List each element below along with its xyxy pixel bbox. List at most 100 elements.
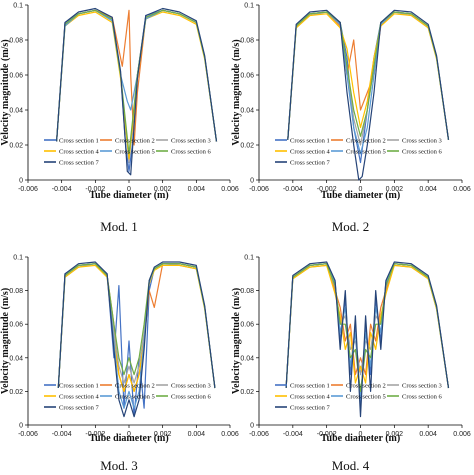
- series-line: [285, 261, 450, 418]
- x-tick-label: 0.002: [154, 431, 172, 438]
- panel-caption: Mod. 1: [100, 219, 138, 234]
- legend-label: Cross section 3: [402, 382, 442, 389]
- series-line: [57, 261, 216, 418]
- x-tick-label: -0.004: [52, 186, 72, 193]
- x-tick-label: -0.004: [52, 431, 72, 438]
- y-tick-label: 0: [19, 178, 23, 185]
- y-tick-label: 0.08: [9, 288, 23, 295]
- legend-label: Cross section 4: [59, 393, 99, 400]
- y-tick-label: 0.04: [9, 108, 23, 115]
- y-tick-label: 0.02: [9, 389, 23, 396]
- series-line: [57, 263, 216, 389]
- series-line: [57, 264, 216, 392]
- x-tick-label: -0.006: [249, 186, 269, 193]
- x-tick-label: -0.002: [317, 431, 337, 438]
- legend-label: Cross section 5: [346, 393, 386, 400]
- y-tick-label: 0.1: [13, 3, 23, 10]
- x-tick-label: 0: [359, 431, 363, 438]
- x-axis-title: Tube diameter (m): [321, 190, 400, 201]
- legend-label: Cross section 7: [59, 159, 99, 166]
- legend-label: Cross section 1: [59, 137, 99, 144]
- panel-caption: Mod. 2: [332, 219, 370, 234]
- series-line: [287, 9, 450, 181]
- series-line: [287, 11, 450, 140]
- x-tick-label: -0.006: [18, 431, 38, 438]
- series-line: [56, 9, 218, 155]
- x-tick-label: -0.002: [85, 186, 105, 193]
- y-axis-title: Velocity magnitude (m/s): [0, 288, 11, 394]
- x-axis-title: Tube diameter (m): [89, 433, 168, 444]
- y-tick-label: 0.1: [13, 255, 23, 262]
- legend-label: Cross section 4: [290, 148, 330, 155]
- x-tick-label: 0: [359, 186, 363, 193]
- x-axis-title: Tube diameter (m): [321, 433, 400, 444]
- x-tick-label: -0.004: [283, 431, 303, 438]
- legend-label: Cross section 2: [346, 137, 386, 144]
- x-tick-label: -0.004: [283, 186, 303, 193]
- y-tick-label: 0.08: [240, 288, 254, 295]
- legend-label: Cross section 7: [290, 159, 330, 166]
- x-tick-label: 0.002: [386, 431, 404, 438]
- y-tick-label: 0.08: [9, 38, 23, 45]
- series-line: [57, 263, 216, 392]
- legend-label: Cross section 1: [290, 137, 330, 144]
- x-tick-label: -0.002: [317, 186, 337, 193]
- series-line: [56, 9, 218, 142]
- y-tick-label: 0.02: [240, 389, 254, 396]
- y-tick-label: 0.04: [240, 108, 254, 115]
- legend-label: Cross section 1: [290, 382, 330, 389]
- panel-caption: Mod. 4: [332, 458, 370, 473]
- x-tick-label: 0: [127, 186, 131, 193]
- legend-label: Cross section 7: [59, 404, 99, 411]
- chart-panel: 0 0.02 0.04 0.06 0.08 0.1 -0.006 -0.004 -0.002 0 0…: [231, 255, 471, 474]
- y-tick-label: 0.06: [9, 73, 23, 80]
- legend-label: Cross section 4: [290, 393, 330, 400]
- y-tick-label: 0.1: [244, 255, 254, 262]
- panel-caption: Mod. 3: [100, 458, 138, 473]
- legend-label: Cross section 5: [115, 148, 155, 155]
- series-line: [56, 7, 218, 176]
- x-tick-label: 0.006: [453, 186, 471, 193]
- x-tick-label: 0.002: [386, 186, 404, 193]
- chart-panel: 0 0.02 0.04 0.06 0.08 0.1 -0.006 -0.004 -0.002 0 0…: [0, 255, 239, 474]
- series-line: [285, 263, 450, 401]
- series-line: [287, 11, 450, 155]
- x-tick-label: -0.006: [18, 186, 38, 193]
- y-tick-label: 0: [250, 178, 254, 185]
- y-axis-title: Velocity magnitude (m/s): [231, 288, 242, 394]
- y-tick-label: 0: [250, 423, 254, 430]
- y-tick-label: 0.06: [240, 322, 254, 329]
- y-tick-label: 0.1: [244, 3, 254, 10]
- legend-label: Cross section 1: [59, 382, 99, 389]
- x-tick-label: 0.002: [154, 186, 172, 193]
- legend-label: Cross section 5: [346, 148, 386, 155]
- legend-label: Cross section 6: [402, 148, 442, 155]
- chart-panel: 0 0.02 0.04 0.06 0.08 0.1 -0.006 -0.004 -0.002 0 0…: [231, 3, 471, 235]
- y-axis-title: Velocity magnitude (m/s): [231, 39, 242, 145]
- chart-panel: 0 0.02 0.04 0.06 0.08 0.1 -0.006 -0.004 -0.002 0 0…: [0, 3, 239, 235]
- y-axis-title: Velocity magnitude (m/s): [0, 39, 11, 145]
- legend-label: Cross section 6: [402, 393, 442, 400]
- x-tick-label: 0.004: [419, 431, 437, 438]
- y-tick-label: 0.04: [9, 355, 23, 362]
- x-tick-label: -0.006: [249, 431, 269, 438]
- legend-label: Cross section 3: [171, 137, 211, 144]
- y-tick-label: 0.04: [240, 355, 254, 362]
- x-tick-label: 0.006: [221, 186, 239, 193]
- x-tick-label: 0.006: [221, 431, 239, 438]
- legend-label: Cross section 6: [171, 393, 211, 400]
- x-tick-label: -0.002: [85, 431, 105, 438]
- y-tick-label: 0.06: [240, 73, 254, 80]
- legend-label: Cross section 7: [290, 404, 330, 411]
- x-tick-label: 0.004: [188, 186, 206, 193]
- x-tick-label: 0.004: [419, 186, 437, 193]
- legend-label: Cross section 5: [115, 393, 155, 400]
- series-line: [287, 13, 450, 140]
- y-tick-label: 0.02: [9, 143, 23, 150]
- x-tick-label: 0.006: [453, 431, 471, 438]
- legend-label: Cross section 3: [171, 382, 211, 389]
- y-tick-label: 0: [19, 423, 23, 430]
- series-line: [285, 264, 450, 389]
- x-axis-title: Tube diameter (m): [89, 190, 168, 201]
